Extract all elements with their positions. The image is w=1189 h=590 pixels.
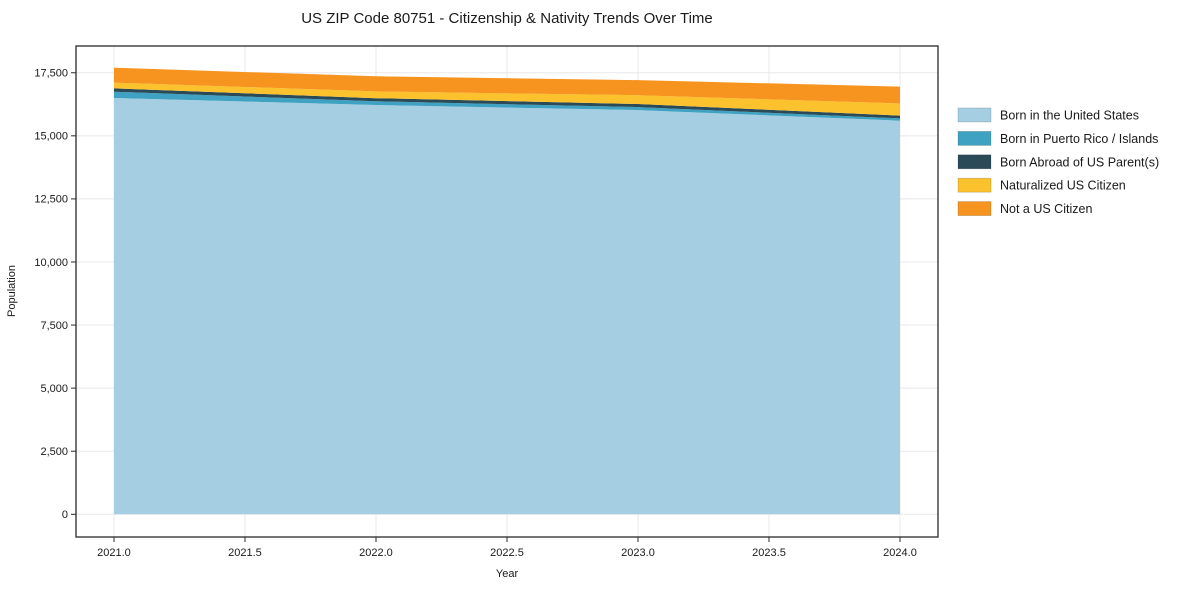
- legend-label-naturalized-us-citizen: Naturalized US Citizen: [1000, 179, 1126, 193]
- y-tick-label: 17,500: [34, 68, 68, 80]
- stacked-areas: [114, 67, 900, 515]
- area-not-a-us-citizen: [114, 67, 900, 104]
- y-tick-label: 7,500: [40, 320, 68, 332]
- area-born-abroad-of-us-parent-s: [114, 88, 900, 119]
- legend-label-not-a-us-citizen: Not a US Citizen: [1000, 202, 1092, 216]
- area-born-in-puerto-rico-islands: [114, 91, 900, 121]
- chart-title: US ZIP Code 80751 - Citizenship & Nativi…: [301, 10, 713, 27]
- legend: Born in the United States Born in Puerto …: [957, 107, 1159, 217]
- x-tick-label: 2023.0: [621, 547, 655, 559]
- axis-ticks: 2021.0 2021.5 2022.0 2022.5 2023.0 2023.5 2024…: [34, 68, 916, 559]
- x-tick-label: 2024.0: [883, 547, 917, 559]
- x-axis-label: Year: [496, 568, 519, 580]
- y-tick-label: 2,500: [40, 446, 68, 458]
- y-axis-label: Population: [6, 265, 18, 317]
- legend-swatch-born-in-puerto-rico-islands: [957, 130, 992, 146]
- legend-swatch-not-a-us-citizen: [957, 201, 992, 217]
- x-tick-label: 2022.5: [490, 547, 524, 559]
- legend-swatch-born-abroad-of-us-parent-s: [957, 154, 992, 170]
- area-naturalized-us-citizen: [114, 82, 900, 116]
- legend-label-born-abroad-of-us-parent-s: Born Abroad of US Parent(s): [1000, 155, 1159, 169]
- x-tick-label: 2022.0: [359, 547, 393, 559]
- y-tick-label: 5,000: [40, 383, 68, 395]
- y-tick-label: 15,000: [34, 131, 68, 143]
- x-tick-label: 2023.5: [752, 547, 786, 559]
- x-tick-label: 2021.5: [228, 547, 262, 559]
- y-tick-label: 12,500: [34, 194, 68, 206]
- legend-label-born-in-the-united-states: Born in the United States: [1000, 109, 1139, 123]
- y-tick-label: 10,000: [34, 257, 68, 269]
- area-born-in-the-united-states: [114, 98, 900, 515]
- x-tick-label: 2021.0: [97, 547, 131, 559]
- legend-swatch-naturalized-us-citizen: [957, 177, 992, 193]
- y-tick-label: 0: [62, 509, 68, 521]
- legend-label-born-in-puerto-rico-islands: Born in Puerto Rico / Islands: [1000, 132, 1158, 146]
- legend-swatch-born-in-the-united-states: [957, 107, 992, 123]
